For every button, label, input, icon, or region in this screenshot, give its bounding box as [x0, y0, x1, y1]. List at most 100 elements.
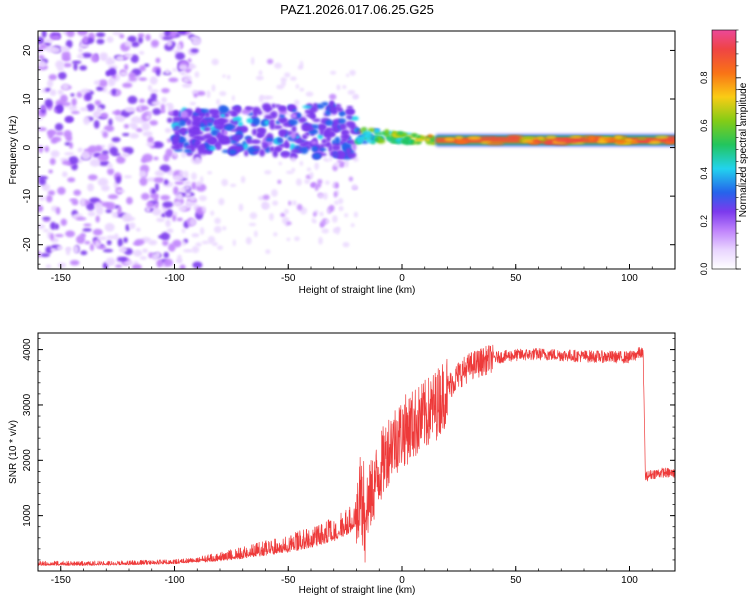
- carrier-blob: [588, 137, 596, 142]
- carrier-blob: [655, 135, 670, 139]
- turbulent-blob: [279, 117, 288, 124]
- noise-blob: [93, 80, 101, 85]
- noise-blob: [133, 249, 143, 257]
- noise-blob: [78, 46, 83, 54]
- noise-blob: [291, 200, 297, 206]
- turbulent-blob: [246, 117, 253, 124]
- noise-blob: [294, 236, 300, 242]
- noise-blob: [161, 88, 170, 94]
- turbulent-blob: [280, 151, 291, 157]
- noise-blob: [106, 235, 117, 240]
- carrier-blob: [467, 136, 482, 140]
- noise-blob: [71, 97, 77, 107]
- noise-blob: [44, 98, 53, 108]
- noise-blob: [287, 111, 291, 117]
- noise-blob: [92, 228, 103, 236]
- noise-blob: [301, 113, 308, 117]
- noise-blob: [96, 38, 105, 45]
- noise-blob: [125, 216, 136, 221]
- noise-blob: [112, 31, 122, 36]
- noise-blob: [60, 94, 68, 104]
- noise-blob: [294, 99, 300, 106]
- narrow-blob: [384, 128, 389, 135]
- noise-blob: [60, 218, 68, 226]
- turbulent-blob: [321, 101, 329, 107]
- carrier-blob: [478, 136, 496, 139]
- turbulent-blob: [341, 130, 347, 136]
- noise-blob: [299, 60, 304, 69]
- noise-blob: [98, 160, 110, 167]
- turbulent-blob: [252, 117, 261, 126]
- turbulent-blob: [228, 149, 237, 155]
- noise-blob: [154, 170, 165, 177]
- noise-blob: [149, 76, 158, 85]
- turbulent-blob: [319, 211, 324, 217]
- noise-blob: [47, 130, 54, 140]
- noise-blob: [249, 212, 258, 220]
- noise-blob: [146, 201, 154, 208]
- noise-blob: [124, 106, 136, 113]
- noise-blob: [76, 53, 84, 59]
- noise-blob: [177, 192, 183, 201]
- carrier-blob: [523, 136, 535, 140]
- noise-blob: [162, 240, 169, 246]
- noise-blob: [106, 239, 112, 246]
- noise-blob: [82, 228, 92, 232]
- noise-blob: [38, 55, 45, 60]
- noise-blob: [106, 36, 114, 43]
- turbulent-blob: [319, 127, 325, 136]
- turbulent-blob: [283, 208, 289, 215]
- noise-blob: [192, 261, 203, 269]
- noise-blob: [262, 202, 271, 210]
- turbulent-blob: [269, 121, 276, 130]
- noise-blob: [97, 153, 109, 162]
- turbulent-blob: [314, 184, 319, 191]
- carrier-blob: [613, 135, 623, 139]
- turbulent-blob: [258, 128, 266, 136]
- noise-blob: [181, 228, 186, 234]
- turbulent-blob: [336, 107, 344, 113]
- noise-blob: [173, 151, 178, 158]
- noise-blob: [99, 52, 108, 59]
- turbulent-blob: [220, 113, 226, 118]
- noise-blob: [147, 84, 152, 91]
- noise-blob: [211, 84, 216, 92]
- spectrogram-y-axis-label: Frequency (Hz): [8, 116, 19, 185]
- noise-blob: [231, 95, 235, 102]
- noise-blob: [198, 195, 207, 202]
- noise-blob: [64, 116, 74, 123]
- spectrogram-x-tick-label: 100: [621, 273, 638, 284]
- noise-blob: [161, 213, 166, 218]
- noise-blob: [272, 200, 279, 206]
- noise-blob: [121, 152, 130, 158]
- noise-blob: [44, 145, 50, 153]
- turbulent-blob: [329, 101, 335, 109]
- narrow-blob: [427, 134, 433, 139]
- turbulent-blob: [334, 136, 341, 145]
- turbulent-blob: [237, 121, 243, 127]
- noise-blob: [64, 152, 75, 156]
- spectrogram-y-axis: -20 -10 0 10 20: [22, 30, 675, 265]
- colorbar-tick-label: 0.2: [699, 215, 709, 228]
- noise-blob: [107, 162, 113, 169]
- turbulent-blob: [345, 147, 352, 155]
- noise-blob: [80, 233, 86, 238]
- noise-blob: [79, 107, 89, 112]
- noise-blob: [76, 91, 83, 98]
- colorbar: 0.0 0.2 0.4 0.6 0.8 Normalized spectral ampl…: [699, 29, 749, 275]
- turbulent-blob: [276, 137, 282, 143]
- carrier-blob: [569, 135, 583, 139]
- turbulent-blob: [195, 130, 204, 135]
- noise-blob: [266, 58, 274, 65]
- turbulent-blob: [191, 120, 201, 127]
- turbulent-blob: [320, 221, 324, 229]
- noise-blob: [96, 245, 107, 250]
- noise-blob: [232, 239, 236, 247]
- noise-blob: [96, 86, 104, 92]
- noise-blob: [117, 206, 122, 215]
- noise-blob: [216, 98, 220, 105]
- carrier-blob: [536, 136, 545, 140]
- turbulent-blob: [179, 136, 184, 140]
- narrow-blob: [374, 129, 380, 133]
